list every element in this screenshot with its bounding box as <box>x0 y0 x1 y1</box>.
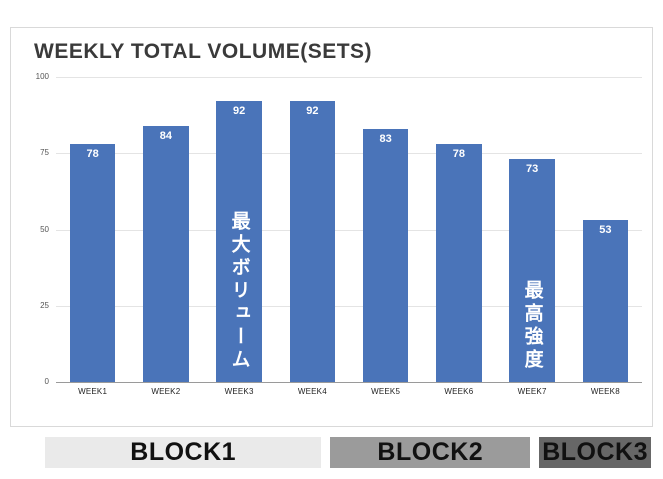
bars-row: 78 WEEK1 84 WEEK2 92 最大ボリューム WEEK3 92 WEEK4 83 WEE… <box>56 77 642 396</box>
bar-annotation-week3: 最大ボリューム <box>228 211 250 372</box>
bar-slot-week2: 84 WEEK2 <box>129 77 202 396</box>
training-blocks-row: BLOCK1 BLOCK2 BLOCK3 <box>45 437 651 468</box>
x-axis-tick-label: WEEK7 <box>517 387 547 396</box>
plot-area: 0 25 50 75 100 78 WEEK1 84 WEEK2 92 最大ボリューム WEEK3 92… <box>36 73 642 396</box>
x-axis-tick-label: WEEK2 <box>151 387 181 396</box>
chart-card: WEEKLY TOTAL VOLUME(SETS) 0 25 50 75 100 78 WE… <box>10 27 653 427</box>
bar-value-label: 84 <box>159 129 172 142</box>
bar-week2: 84 <box>143 125 189 382</box>
x-axis-tick-label: WEEK4 <box>297 387 327 396</box>
bar-annotation-week7: 最高強度 <box>521 280 543 372</box>
x-axis-tick-label: WEEK6 <box>444 387 474 396</box>
bar-value-label: 78 <box>452 148 465 161</box>
x-axis-tick-label: WEEK8 <box>590 387 620 396</box>
bar-week4: 92 <box>289 101 336 382</box>
y-axis-tick-label: 0 <box>44 377 49 386</box>
bar-slot-week8: 53 WEEK8 <box>569 77 642 396</box>
block-block2: BLOCK2 <box>330 437 531 468</box>
bar-week1: 78 <box>69 144 116 382</box>
gridline-0 <box>56 382 642 383</box>
x-axis-tick-label: WEEK1 <box>78 387 108 396</box>
bar-value-label: 92 <box>233 105 246 118</box>
y-axis-tick-label: 100 <box>35 72 49 81</box>
gridline-100 <box>56 77 642 78</box>
bar-week6: 78 <box>436 144 482 382</box>
bar-week3: 92 最大ボリューム <box>216 101 262 382</box>
gridline-50 <box>56 229 642 231</box>
bar-slot-week4: 92 WEEK4 <box>276 77 349 396</box>
bar-value-label: 78 <box>86 148 99 161</box>
block-block3: BLOCK3 <box>539 437 651 468</box>
bar-slot-week3: 92 最大ボリューム WEEK3 <box>203 77 276 396</box>
bar-value-label: 92 <box>306 105 319 118</box>
bar-value-label: 83 <box>379 132 392 145</box>
bar-slot-week1: 78 WEEK1 <box>56 77 129 396</box>
y-axis-tick-label: 50 <box>40 224 49 234</box>
bar-value-label: 53 <box>599 224 612 237</box>
x-axis-tick-label: WEEK3 <box>224 387 254 396</box>
bar-slot-week7: 73 最高強度 WEEK7 <box>496 77 569 396</box>
block-block1: BLOCK1 <box>45 437 322 468</box>
bar-slot-week6: 78 WEEK6 <box>422 77 495 396</box>
y-axis-tick-label: 25 <box>40 300 49 310</box>
bar-week7: 73 最高強度 <box>509 159 555 382</box>
gridline-75 <box>56 153 642 155</box>
y-axis-tick-label: 75 <box>40 148 49 158</box>
bar-week5: 83 <box>362 128 409 382</box>
bar-value-label: 73 <box>526 163 539 176</box>
gridline-25 <box>56 305 642 307</box>
bar-slot-week5: 83 WEEK5 <box>349 77 422 396</box>
chart-title: WEEKLY TOTAL VOLUME(SETS) <box>34 40 373 63</box>
bar-week8: 53 <box>582 220 629 382</box>
x-axis-tick-label: WEEK5 <box>371 387 401 396</box>
